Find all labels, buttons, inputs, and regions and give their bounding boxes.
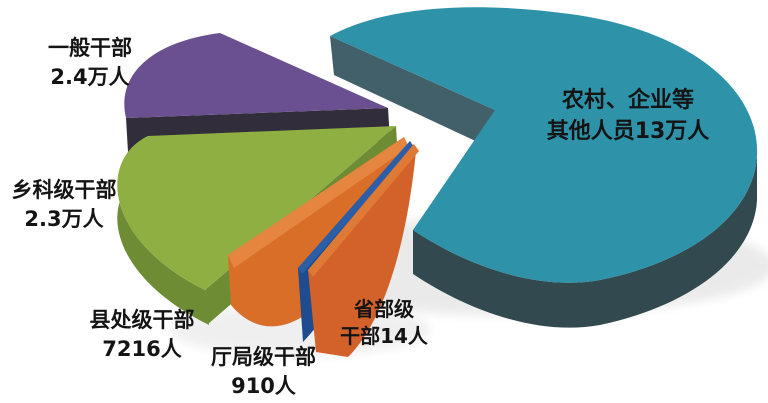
slice-nongcun-rim — [413, 155, 757, 328]
slice-xianchu-top — [228, 137, 409, 268]
label-xianchu-value: 7216人 — [102, 336, 182, 361]
label-tingju: 厅局级干部 910人 — [196, 343, 331, 400]
slice-nongcun-top — [330, 7, 758, 283]
label-xiangke-value: 2.3万人 — [24, 206, 104, 231]
label-shengbu: 省部级 干部14人 — [330, 296, 438, 350]
label-xiangke: 乡科级干部 2.3万人 — [0, 176, 128, 233]
slice-nongcun-cutface — [330, 36, 499, 152]
label-yiban: 一般干部 2.4万人 — [15, 34, 165, 91]
label-xianchu: 县处级干部 7216人 — [72, 306, 212, 363]
label-shengbu-name: 省部级 — [354, 297, 414, 321]
label-shengbu-value: 干部14人 — [340, 324, 428, 349]
label-tingju-name: 厅局级干部 — [211, 345, 316, 369]
label-nongcun-value: 其他人员13万人 — [546, 118, 710, 144]
label-xiangke-name: 乡科级干部 — [11, 178, 117, 202]
slice-xianchu-side — [228, 137, 406, 327]
slice-shengbu-side — [308, 144, 416, 357]
label-yiban-value: 2.4万人 — [50, 64, 130, 89]
label-nongcun-name: 农村、企业等 — [561, 88, 694, 113]
slice-shengbu-top — [308, 144, 419, 277]
slice-yiban-top — [124, 33, 388, 118]
slice-xiangke-top — [117, 126, 396, 290]
label-nongcun: 农村、企业等 其他人员13万人 — [532, 86, 724, 148]
label-yiban-name: 一般干部 — [48, 36, 132, 60]
label-xianchu-name: 县处级干部 — [89, 308, 195, 332]
label-tingju-value: 910人 — [231, 373, 296, 398]
slice-tingju-top — [298, 141, 414, 274]
